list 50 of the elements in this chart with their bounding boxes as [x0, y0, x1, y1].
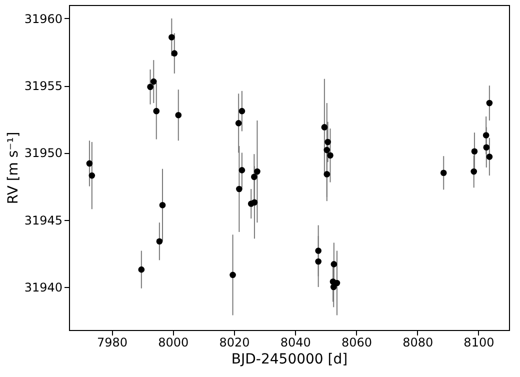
point [315, 258, 322, 265]
point [254, 168, 260, 175]
point [138, 266, 145, 273]
x-tick-label: 8000 [158, 336, 189, 350]
point [440, 170, 447, 176]
y-tick-label: 31940 [24, 280, 62, 295]
point [235, 120, 242, 126]
x-tick-label: 8060 [341, 336, 372, 350]
point [171, 50, 178, 57]
point [168, 34, 175, 40]
point [471, 148, 478, 155]
point [230, 272, 236, 278]
x-tick-label: 8080 [402, 336, 434, 350]
point [147, 84, 154, 90]
point [236, 186, 242, 192]
point [238, 108, 246, 114]
x-axis-title: BJD-2450000 [d] [231, 352, 348, 368]
point [334, 280, 340, 286]
x-tick-label: 7980 [97, 336, 128, 350]
point [324, 171, 330, 178]
point [153, 108, 160, 114]
y-axis-title: RV [m s⁻¹] [5, 132, 22, 204]
y-tick-label: 31960 [24, 12, 62, 26]
point [156, 238, 163, 245]
point [486, 100, 493, 106]
point [324, 138, 331, 146]
point [315, 248, 322, 254]
point [251, 199, 258, 206]
y-tick-label: 31945 [24, 213, 62, 228]
point [150, 78, 157, 85]
y-tick-label: 31950 [24, 146, 62, 160]
point [486, 154, 493, 160]
point [175, 112, 182, 118]
point [251, 174, 258, 180]
point [159, 202, 166, 208]
point [327, 152, 334, 159]
point [324, 146, 330, 154]
x-tick-label: 8040 [280, 336, 311, 350]
point [483, 144, 490, 151]
x-tick-label: 8100 [464, 336, 494, 350]
point [330, 261, 338, 268]
point [330, 284, 337, 290]
point [482, 132, 490, 138]
point [86, 160, 93, 167]
x-tick-label: 8020 [219, 336, 250, 350]
point [88, 172, 96, 179]
point [321, 124, 328, 130]
point [470, 168, 478, 175]
y-tick-label: 31955 [24, 79, 62, 94]
point [238, 167, 246, 174]
